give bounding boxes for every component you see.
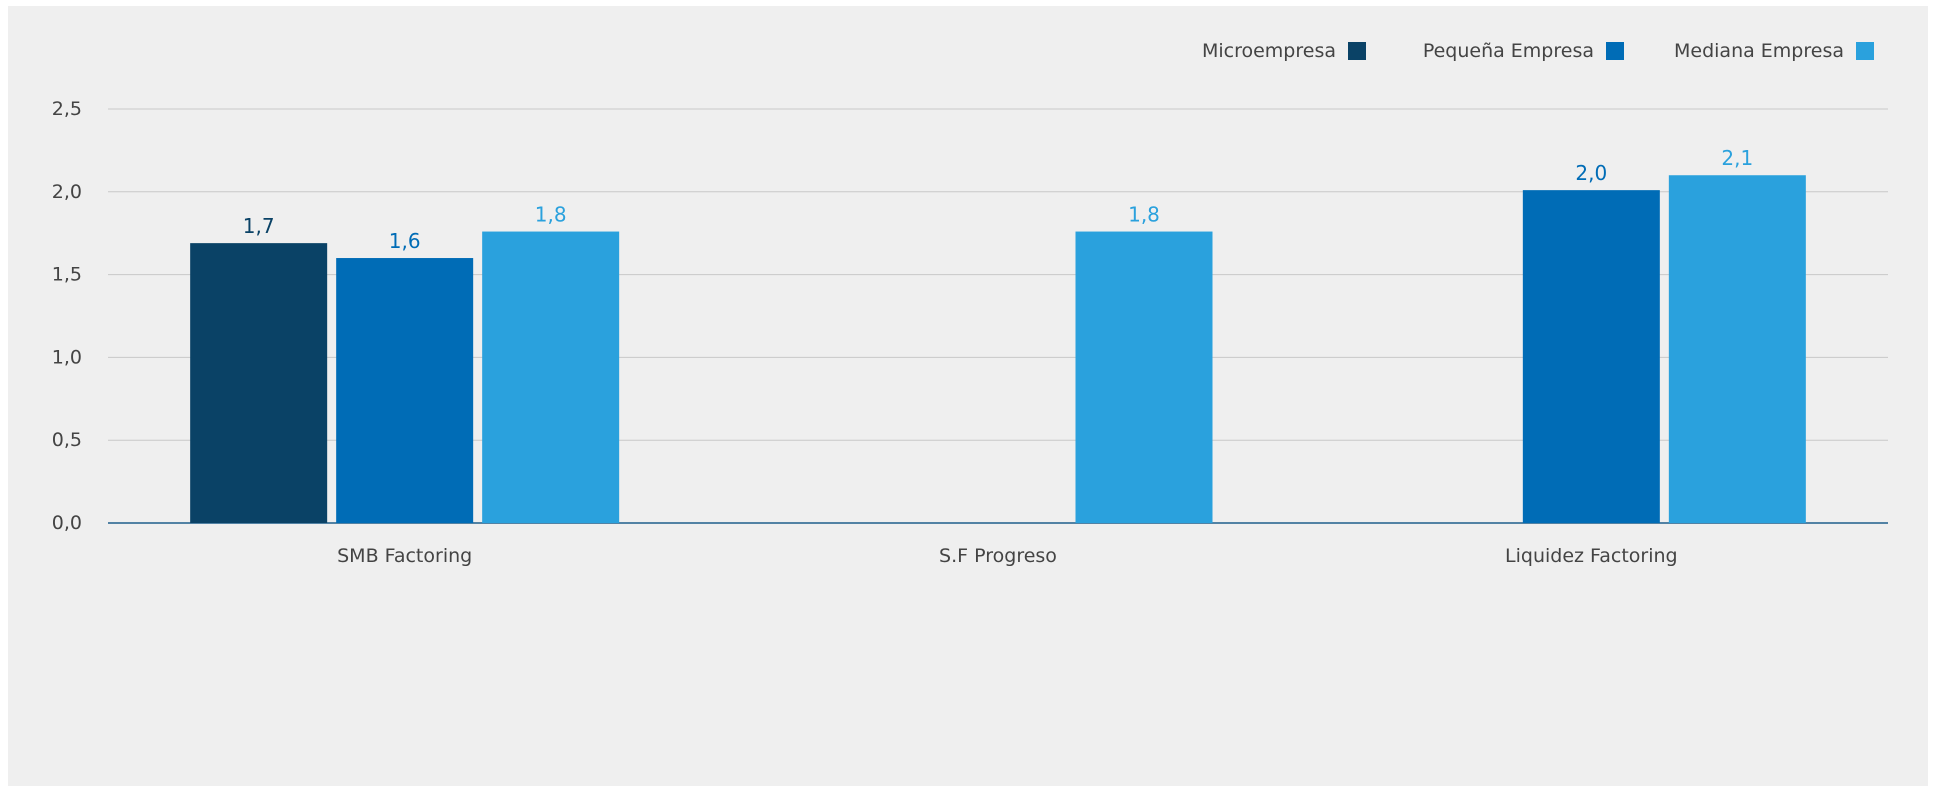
x-category-label: S.F Progreso: [939, 545, 1057, 567]
y-tick-label: 0,0: [52, 512, 82, 534]
data-label: 1,8: [535, 203, 567, 227]
legend-label: Mediana Empresa: [1674, 40, 1844, 62]
bar: [1075, 231, 1213, 523]
y-tick-label: 1,5: [52, 264, 82, 286]
y-tick-label: 0,5: [52, 429, 82, 451]
legend-swatch: [1348, 42, 1366, 60]
y-tick-label: 1,0: [52, 346, 82, 368]
bars: [190, 175, 1806, 524]
data-labels: 1,7 1,6 1,8 1,8 2,0 2,1: [243, 146, 1753, 253]
legend-swatch: [1606, 42, 1624, 60]
bar: [1522, 190, 1660, 524]
bar-chart: 0,0 0,5 1,0 1,5 2,0 2,5 1,7 1,6 1,8 1,8 2,0 2,1 SM…: [52, 40, 1888, 567]
legend-swatch: [1856, 42, 1874, 60]
y-tick-label: 2,5: [52, 98, 82, 120]
data-label: 1,7: [243, 214, 275, 238]
data-label: 2,0: [1575, 161, 1607, 185]
y-tick-label: 2,0: [52, 181, 82, 203]
legend-label: Pequeña Empresa: [1423, 40, 1594, 62]
bar: [190, 243, 328, 524]
data-label: 1,8: [1128, 203, 1160, 227]
bar: [482, 231, 620, 523]
legend-label: Microempresa: [1202, 40, 1336, 62]
x-axis-categories: SMB Factoring S.F Progreso Liquidez Factor…: [337, 545, 1677, 567]
data-label: 1,6: [389, 229, 421, 253]
legend: Microempresa Pequeña Empresa Mediana Empre…: [1202, 40, 1874, 62]
x-category-label: Liquidez Factoring: [1505, 545, 1678, 567]
chart-panel: 0,0 0,5 1,0 1,5 2,0 2,5 1,7 1,6 1,8 1,8 2,0 2,1 SM…: [8, 6, 1928, 786]
data-label: 2,1: [1721, 146, 1753, 170]
y-axis-ticks: 0,0 0,5 1,0 1,5 2,0 2,5: [52, 98, 82, 534]
bar: [1668, 175, 1806, 524]
bar: [336, 258, 474, 523]
x-category-label: SMB Factoring: [337, 545, 472, 567]
